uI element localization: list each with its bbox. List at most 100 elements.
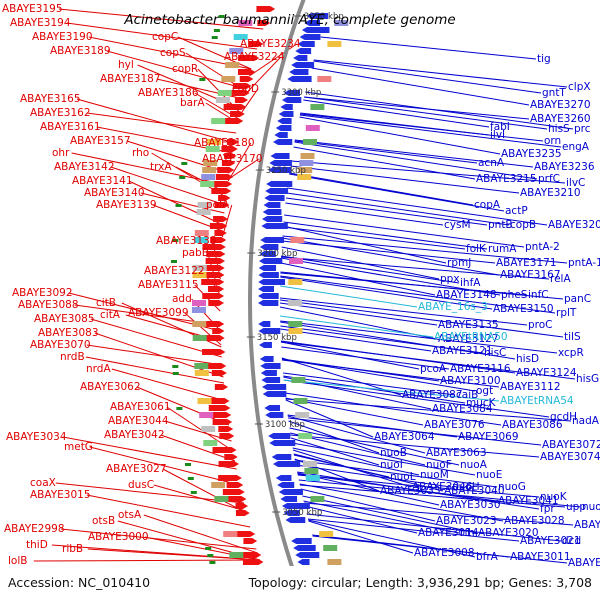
reverse-gene-arrow <box>275 475 292 481</box>
reverse-gene-label: nuoB <box>380 447 407 459</box>
cog-block <box>194 363 209 369</box>
forward-gene-arrow <box>257 20 271 26</box>
forward-gene-label: citB <box>96 297 116 309</box>
forward-gene-label: ABAYE3234 <box>240 38 301 50</box>
marker-tick <box>171 260 177 263</box>
reverse-gene-arrow <box>278 489 303 495</box>
reverse-leader-line <box>282 359 500 388</box>
forward-gene-arrow <box>218 195 231 201</box>
forward-leader-line <box>60 528 257 550</box>
reverse-gene-label: ABAYE3040 <box>444 485 505 497</box>
cog-block <box>299 160 314 166</box>
reverse-leader-line <box>297 471 540 510</box>
reverse-gene-label: ppx <box>440 273 460 285</box>
cog-block <box>225 62 240 68</box>
kbp-tick-label: 3050 kbp <box>282 508 322 518</box>
cog-block <box>297 174 312 180</box>
cog-block <box>194 230 209 236</box>
cog-block <box>233 34 248 40</box>
reverse-gene-label: ABAYE3074 <box>540 451 600 463</box>
reverse-gene-arrow <box>282 97 302 103</box>
marker-tick <box>179 176 186 179</box>
reverse-leader-line <box>280 320 558 354</box>
reverse-gene-label: xcpR <box>558 347 584 359</box>
reverse-gene-label: ABAYE3028 <box>504 515 565 527</box>
reverse-gene-label: ABAYE3087 <box>402 389 463 401</box>
reverse-gene-label: ABAYE3069 <box>458 431 519 443</box>
forward-gene-label: ABAYE3062 <box>80 381 141 393</box>
forward-gene-label: nrdA <box>86 363 111 375</box>
marker-tick <box>190 491 197 494</box>
forward-gene-arrow <box>217 167 235 173</box>
forward-gene-label: ABAYE3162 <box>30 107 91 119</box>
reverse-gene-label: ABAYE3236 <box>534 161 595 173</box>
reverse-gene-arrow <box>275 125 292 131</box>
reverse-leader-line <box>294 139 534 168</box>
reverse-gene-label: nuoJ <box>582 501 600 513</box>
rna-gene-label: ABAYE_16s_3 <box>418 301 488 313</box>
forward-gene-label: ABAYE3092 <box>12 287 73 299</box>
forward-gene-arrow <box>205 335 225 341</box>
reverse-gene-arrow <box>259 244 279 250</box>
forward-gene-arrow <box>202 349 226 355</box>
reverse-gene-arrow <box>297 559 310 565</box>
reverse-gene-arrow <box>277 482 295 488</box>
reverse-gene-label: prfC <box>538 173 560 185</box>
reverse-gene-label: ABAYE3167 <box>500 269 561 281</box>
cog-block <box>289 258 303 264</box>
forward-leader-line <box>128 180 224 226</box>
forward-gene-label: metG <box>64 441 93 453</box>
reverse-gene-arrow <box>264 405 281 411</box>
cog-block <box>229 48 244 54</box>
forward-leader-line <box>136 386 230 426</box>
reverse-gene-label: rumA <box>488 243 517 255</box>
marker-tick <box>211 36 218 39</box>
reverse-gene-arrow <box>277 118 292 124</box>
forward-leader-line <box>86 494 251 528</box>
cog-block <box>200 181 215 187</box>
marker-tick <box>176 407 183 410</box>
cog-block <box>323 545 338 551</box>
forward-leader-line <box>89 446 241 486</box>
reverse-gene-label: pcoA <box>420 363 447 375</box>
forward-gene-label: trxA <box>150 161 172 173</box>
reverse-gene-label: nuoF <box>426 459 452 471</box>
forward-gene-arrow <box>205 265 225 271</box>
reverse-gene-label: nuoL <box>390 471 416 483</box>
cog-block <box>305 475 320 481</box>
forward-gene-arrow <box>237 69 256 75</box>
reverse-gene-label: ABAYE3086 <box>502 419 563 431</box>
reverse-gene-label: ABAYE3076 <box>424 419 485 431</box>
reverse-leader-line <box>281 358 476 392</box>
forward-gene-label: ABAYE3088 <box>18 299 79 311</box>
forward-gene-label: copD <box>232 83 259 95</box>
forward-leader-line <box>143 514 258 554</box>
backbone-arc <box>247 0 306 600</box>
reverse-leader-line <box>282 235 568 264</box>
reverse-gene-label: ABAYE3011 <box>510 551 571 563</box>
reverse-gene-label: clpX <box>568 81 591 93</box>
reverse-leader-line <box>294 140 478 164</box>
forward-leader-line <box>86 112 237 134</box>
reverse-leader-line <box>290 432 426 466</box>
reverse-gene-label: rfh <box>460 527 475 539</box>
reverse-leader-line <box>280 276 493 310</box>
cog-block <box>327 41 342 47</box>
reverse-gene-label: ABAYE3046 <box>412 481 473 493</box>
reverse-gene-label: pheS <box>501 289 528 301</box>
reverse-leader-line <box>291 442 476 476</box>
reverse-leader-line <box>283 375 466 404</box>
forward-gene-arrow <box>212 447 237 453</box>
forward-gene-arrow <box>221 146 238 152</box>
forward-gene-arrow <box>211 188 232 194</box>
kbp-tick-label: 3250 kbp <box>266 166 306 176</box>
cog-block <box>298 167 313 173</box>
forward-leader-line <box>153 484 247 512</box>
cog-block <box>211 118 226 124</box>
reverse-gene-label: ABAYE3121 <box>432 345 493 357</box>
kbp-tick-label: 3100 kbp <box>265 420 305 430</box>
forward-gene-arrow <box>214 384 229 390</box>
forward-gene-arrow <box>232 83 252 89</box>
cog-block <box>216 97 230 103</box>
cog-block <box>194 370 209 376</box>
